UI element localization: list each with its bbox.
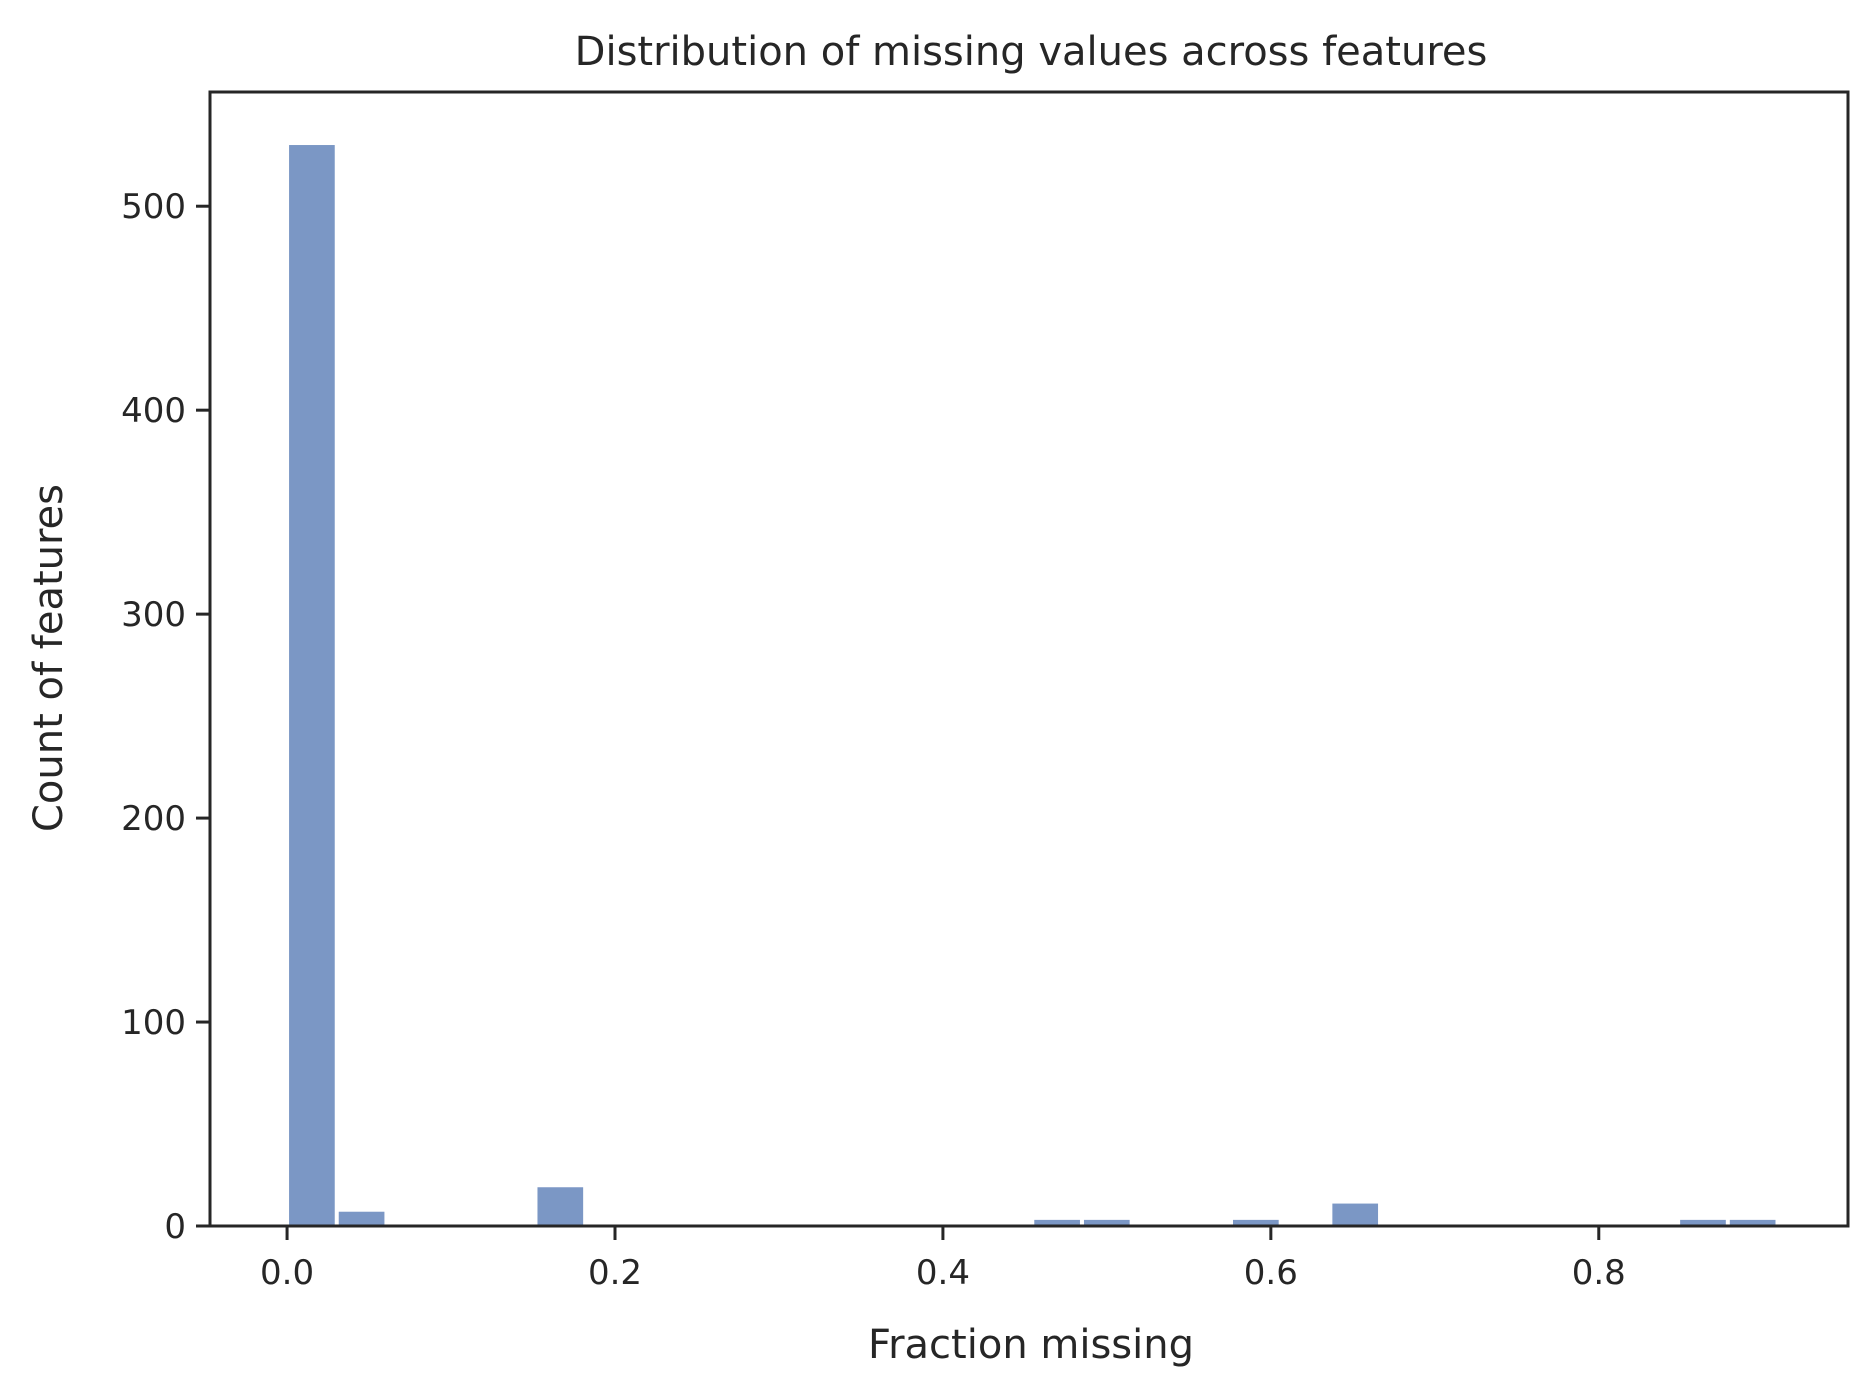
histogram-bar-7 — [1680, 1219, 1726, 1226]
y-tick-label: 300 — [121, 595, 186, 635]
x-axis-label: Fraction missing — [868, 1322, 1194, 1368]
histogram-bar-8 — [1729, 1219, 1776, 1226]
histogram-bar-3 — [1034, 1219, 1080, 1226]
y-tick-label: 100 — [121, 1003, 186, 1043]
y-tick-label: 200 — [121, 799, 186, 839]
x-tick-label: 0.0 — [260, 1253, 314, 1293]
y-axis-ticks: 0 100 200 300 400 500 — [121, 187, 210, 1247]
x-tick-label: 0.8 — [1572, 1253, 1626, 1293]
x-axis-ticks: 0.0 0.2 0.4 0.6 0.8 — [260, 1226, 1626, 1293]
y-axis-label: Count of features — [26, 484, 72, 832]
bars-layer — [289, 145, 1776, 1226]
histogram-bar-0 — [289, 145, 335, 1226]
histogram-bar-6 — [1332, 1203, 1379, 1226]
y-tick-label: 500 — [121, 187, 186, 227]
histogram-bar-4 — [1083, 1219, 1130, 1226]
histogram-bar-1 — [338, 1211, 385, 1226]
histogram-bar-2 — [537, 1187, 584, 1226]
histogram-bar-5 — [1233, 1219, 1279, 1226]
plot-frame — [208, 90, 1850, 1228]
y-tick-label: 400 — [121, 391, 186, 431]
x-tick-label: 0.2 — [588, 1253, 642, 1293]
y-tick-label: 0 — [164, 1207, 186, 1247]
x-tick-label: 0.4 — [916, 1253, 970, 1293]
x-tick-label: 0.6 — [1244, 1253, 1298, 1293]
chart-title: Distribution of missing values across fe… — [575, 29, 1488, 75]
